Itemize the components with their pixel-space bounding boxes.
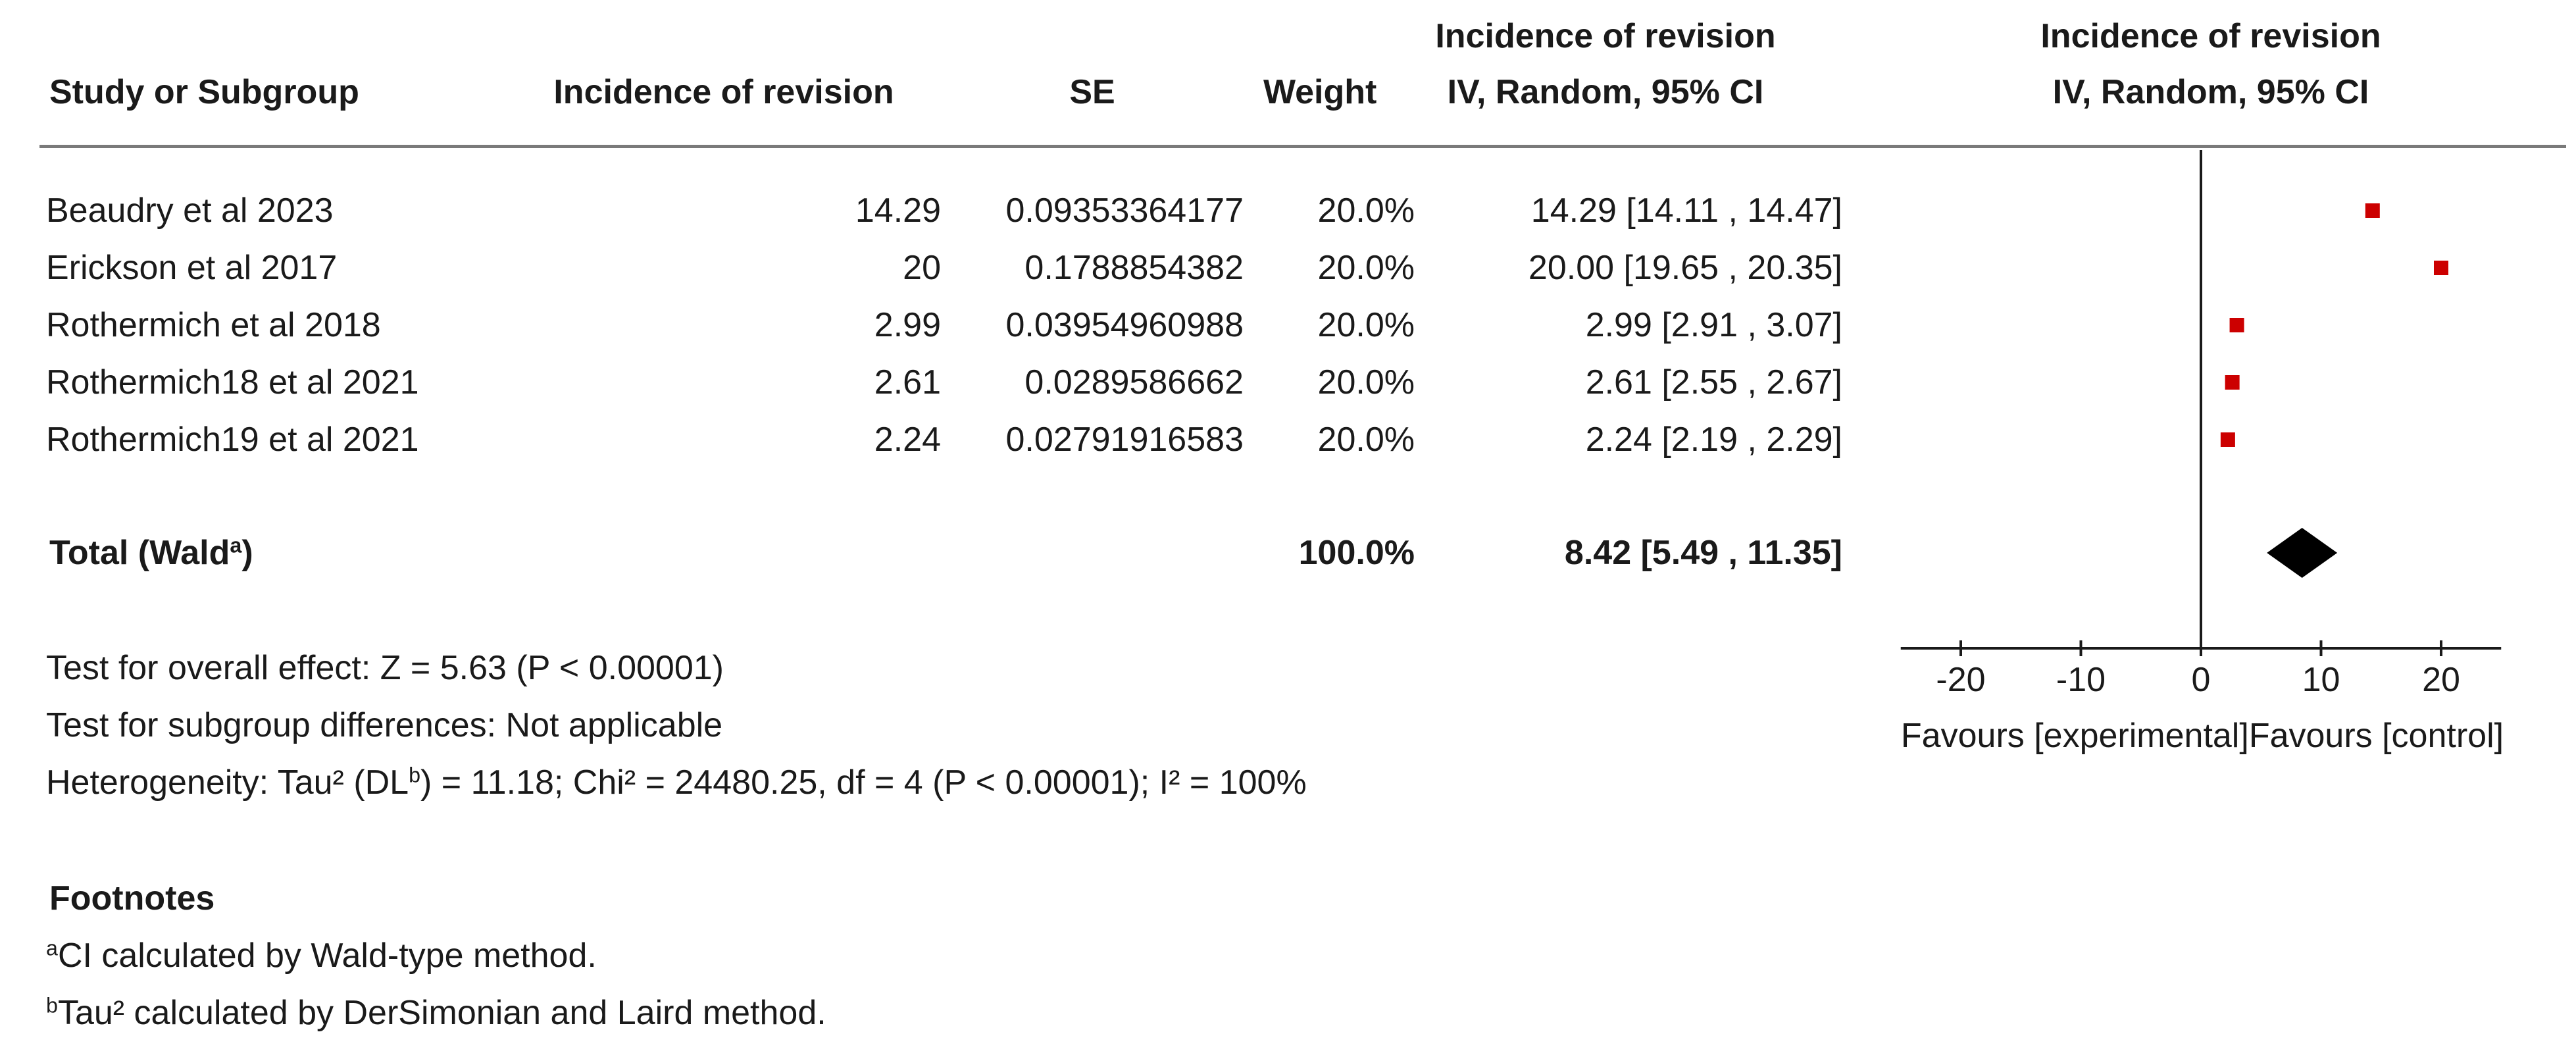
study-name: Rothermich19 et al 2021 — [46, 421, 419, 459]
ci-value: 14.29 [14.11 , 14.47] — [1530, 192, 1842, 230]
se-value: 0.02791916583 — [1005, 421, 1244, 459]
incidence-value: 20 — [903, 249, 941, 287]
study-point-marker — [2434, 261, 2448, 275]
ci-value: 20.00 [19.65 , 20.35] — [1528, 249, 1842, 287]
effect-header-bottom: IV, Random, 95% CI — [1447, 73, 1764, 111]
incidence-value: 2.99 — [874, 306, 941, 344]
weight-value: 20.0% — [1317, 249, 1415, 287]
footnote-b: bTau² calculated by DerSimonian and Lair… — [46, 993, 826, 1032]
header-se: SE — [1069, 73, 1115, 111]
study-name: Beaudry et al 2023 — [46, 192, 334, 230]
total-ci: 8.42 [5.49 , 11.35] — [1564, 534, 1842, 572]
study-point-marker — [2225, 375, 2240, 390]
study-point-marker — [2220, 432, 2235, 447]
se-value: 0.03954960988 — [1005, 306, 1244, 344]
favours-control-label: Favours [control] — [2249, 717, 2504, 755]
heterogeneity-stats: Heterogeneity: Tau² (DLb) = 11.18; Chi² … — [46, 763, 1307, 802]
se-value: 0.09353364177 — [1005, 192, 1244, 230]
weight-value: 20.0% — [1317, 363, 1415, 401]
weight-value: 20.0% — [1317, 421, 1415, 459]
plot-header-bottom: IV, Random, 95% CI — [2052, 73, 2369, 111]
subgroup-test: Test for subgroup differences: Not appli… — [46, 706, 723, 744]
ci-value: 2.99 [2.91 , 3.07] — [1585, 306, 1842, 344]
incidence-value: 14.29 — [855, 192, 941, 230]
pooled-effect-diamond — [2267, 528, 2338, 578]
header-weight: Weight — [1263, 73, 1377, 111]
se-value: 0.1788854382 — [1024, 249, 1244, 287]
total-label: Total (Walda) — [49, 533, 253, 572]
weight-value: 20.0% — [1317, 192, 1415, 230]
weight-value: 20.0% — [1317, 306, 1415, 344]
overall-effect-test: Test for overall effect: Z = 5.63 (P < 0… — [46, 649, 724, 687]
study-point-marker — [2229, 318, 2244, 332]
header-divider — [39, 145, 2566, 148]
total-weight: 100.0% — [1298, 534, 1415, 572]
ci-value: 2.61 [2.55 , 2.67] — [1585, 363, 1842, 401]
favours-experimental-label: Favours [experimental] — [1901, 717, 2249, 755]
incidence-value: 2.61 — [874, 363, 941, 401]
study-name: Rothermich et al 2018 — [46, 306, 381, 344]
incidence-value: 2.24 — [874, 421, 941, 459]
footnotes-title: Footnotes — [49, 879, 215, 917]
se-value: 0.0289586662 — [1024, 363, 1244, 401]
ci-value: 2.24 [2.19 , 2.29] — [1585, 421, 1842, 459]
study-name: Erickson et al 2017 — [46, 249, 338, 287]
header-incidence: Incidence of revision — [553, 73, 894, 111]
x-tick-label: 20 — [2422, 661, 2460, 699]
x-tick-label: -20 — [1936, 661, 1985, 699]
header-study: Study or Subgroup — [49, 73, 359, 111]
x-tick-label: 10 — [2302, 661, 2340, 699]
x-tick-label: -10 — [2056, 661, 2106, 699]
plot-header-top: Incidence of revision — [2040, 17, 2381, 55]
study-name: Rothermich18 et al 2021 — [46, 363, 419, 401]
x-tick-label: 0 — [2192, 661, 2211, 699]
effect-header-top: Incidence of revision — [1435, 17, 1776, 55]
footnote-a: aCI calculated by Wald-type method. — [46, 936, 597, 975]
study-point-marker — [2365, 203, 2380, 218]
